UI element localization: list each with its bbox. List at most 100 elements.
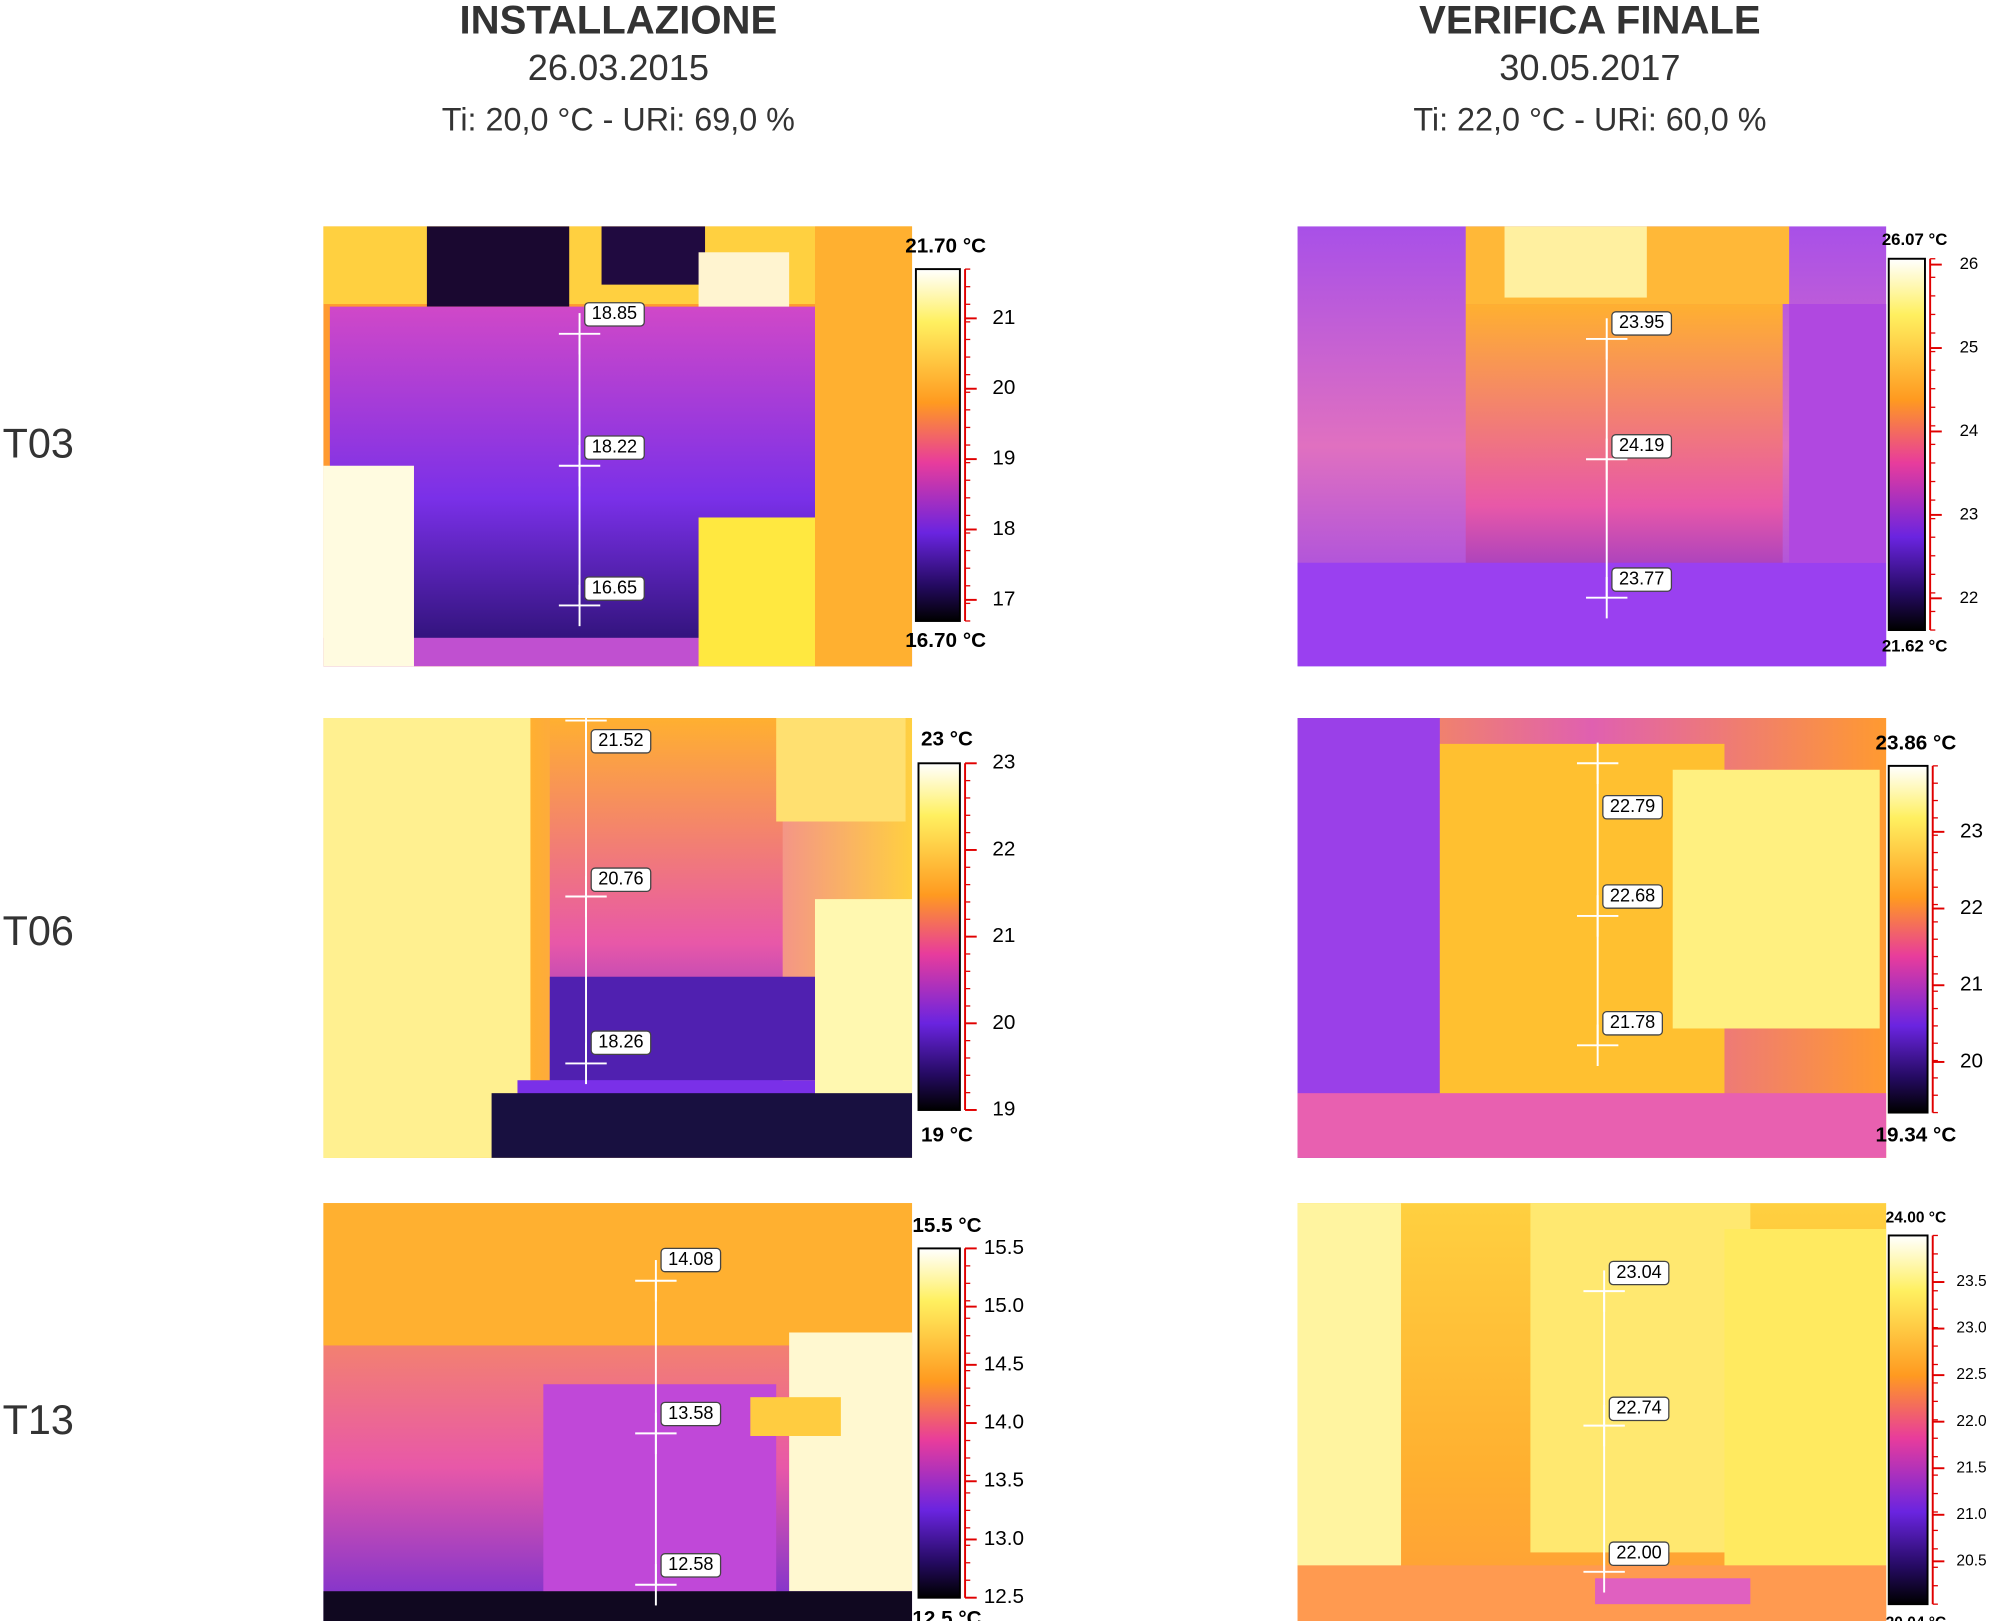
scale-tick-label: 23	[1960, 819, 1983, 842]
scale-tick-label: 15.5	[984, 1236, 1024, 1259]
spot-label-box	[660, 1553, 722, 1578]
thermal-region	[1297, 1565, 1887, 1621]
thermal-region	[1297, 718, 1440, 1158]
scale-tick-label: 21	[992, 924, 1015, 947]
thermal-region	[1297, 1203, 1402, 1621]
spot-label: 13.58	[668, 1403, 713, 1423]
header: INSTALLAZIONE 26.03.2015 Ti: 20,0 °C - U…	[442, 0, 1767, 138]
spot-label-box	[1608, 1260, 1670, 1286]
color-bar	[917, 1247, 961, 1599]
spot-label-box	[1611, 434, 1673, 459]
row-label: T06	[3, 908, 74, 954]
spot-label-box	[590, 1030, 652, 1056]
scale-tick-label: 12.5	[984, 1585, 1024, 1608]
thermal-region	[549, 976, 848, 1081]
spot-label-box	[1608, 1541, 1670, 1566]
color-bar	[1887, 1234, 1929, 1606]
spot-label-box	[584, 302, 645, 327]
spot-label-box	[1602, 794, 1664, 820]
thermal-region	[1595, 1578, 1751, 1605]
spot-label: 22.68	[1610, 885, 1655, 905]
scale-min-label: 16.70 °C	[905, 629, 986, 652]
spot-label: 21.78	[1610, 1012, 1655, 1032]
spot-label: 22.79	[1610, 796, 1655, 816]
thermal-panel: 23.04 22.74 22.00 23.5 23.0 22.5 22.0 21.5 21.0 2…	[1297, 1203, 1987, 1621]
thermal-region	[1724, 1228, 1887, 1618]
spot-label-box	[1611, 311, 1673, 336]
scale-tick-label: 23	[992, 751, 1015, 774]
thermal-region	[1789, 304, 1887, 563]
scale-tick-label: 23	[1960, 504, 1979, 523]
thermal-panel: 21.52 20.76 18.26 23 22 21 20 19 23 °C 19 °C	[323, 699, 1015, 1158]
scale-min-label: 12.5 °C	[912, 1607, 981, 1621]
thermal-region	[491, 1093, 913, 1158]
thermal-panel: 22.79 22.68 21.78 23 22 21 20 23.86 °C 19.34 °C	[1297, 718, 1983, 1158]
spot-label-box	[590, 867, 652, 893]
thermal-region	[601, 226, 706, 285]
scale-tick-label: 13.5	[984, 1469, 1024, 1492]
spot-label-box	[1608, 1396, 1670, 1422]
spot-label: 24.19	[1619, 435, 1664, 455]
scale-tick-label: 22	[992, 837, 1015, 860]
spot-label-box	[660, 1247, 722, 1273]
thermal-region	[323, 718, 531, 1158]
spot-label-box	[1611, 567, 1673, 592]
scale-tick-label: 26	[1960, 254, 1979, 273]
scale-max-label: 15.5 °C	[912, 1214, 981, 1237]
scale-tick-label: 23.0	[1956, 1320, 1987, 1337]
column-conditions: Ti: 22,0 °C - URi: 60,0 %	[1413, 102, 1766, 138]
scale-max-label: 26.07 °C	[1882, 230, 1948, 249]
spot-label: 18.26	[598, 1031, 643, 1051]
spot-label-box	[1602, 884, 1664, 909]
thermal-region	[698, 252, 790, 317]
scale-tick-label: 20	[992, 1011, 1015, 1034]
scale-tick-label: 19	[992, 1097, 1015, 1120]
scale-tick-label: 21.0	[1956, 1506, 1987, 1523]
column-title: VERIFICA FINALE	[1419, 0, 1761, 43]
thermal-panel: 14.08 13.58 12.58 15.5 15.0 14.5 14.0 13.5 13.0 1…	[323, 1203, 1024, 1621]
thermal-region	[776, 718, 906, 822]
scale-tick-label: 21.5	[1956, 1459, 1986, 1476]
spot-label: 23.77	[1619, 568, 1664, 588]
thermal-region	[543, 1384, 777, 1618]
scale-tick-label: 15.0	[984, 1294, 1024, 1317]
scale-tick-label: 20.5	[1956, 1552, 1986, 1569]
thermal-region	[1504, 226, 1647, 298]
scale-tick-label: 20	[992, 376, 1015, 399]
spot-label: 18.85	[592, 303, 637, 323]
scale-max-label: 24.00 °C	[1886, 1210, 1947, 1227]
scale-min-label: 19.34 °C	[1876, 1123, 1957, 1146]
spot-label: 18.22	[592, 436, 637, 456]
scale-tick-label: 19	[992, 447, 1015, 470]
scale-tick-label: 14.5	[984, 1352, 1024, 1375]
scale-tick-label: 24	[1960, 421, 1979, 440]
thermal-panel: 23.95 24.19 23.77 26 25 24 23 22 26.07 °C 21.62 °…	[1297, 226, 1979, 667]
thermal-region	[815, 226, 913, 667]
scale-tick-label: 21	[992, 306, 1015, 329]
spot-label: 16.65	[592, 577, 637, 597]
column-conditions: Ti: 20,0 °C - URi: 69,0 %	[442, 102, 795, 138]
thermal-region	[1672, 769, 1880, 1029]
column-title: INSTALLAZIONE	[459, 0, 777, 43]
spot-label: 12.58	[668, 1554, 713, 1574]
scale-min-label: 21.62 °C	[1882, 636, 1948, 655]
spot-label-box	[584, 576, 645, 601]
scale-tick-label: 22.5	[1956, 1366, 1986, 1383]
thermal-panel: 18.85 18.22 16.65 21 20 19 18 17 21.70 °C 16.70 °…	[323, 226, 1015, 667]
scale-tick-label: 18	[992, 517, 1015, 540]
thermal-region	[1530, 1203, 1751, 1553]
scale-tick-label: 21	[1960, 973, 1983, 996]
spot-label: 21.52	[598, 730, 643, 750]
thermal-region	[1297, 562, 1887, 667]
thermal-region	[323, 465, 414, 667]
scale-tick-label: 20	[1960, 1049, 1983, 1072]
spot-label: 23.95	[1619, 312, 1664, 332]
scale-tick-label: 17	[992, 587, 1015, 610]
scale-tick-label: 14.0	[984, 1411, 1024, 1434]
thermal-region	[426, 226, 570, 307]
spot-label-box	[660, 1401, 722, 1427]
thermal-region	[789, 1332, 913, 1592]
spot-label-box	[584, 435, 645, 460]
